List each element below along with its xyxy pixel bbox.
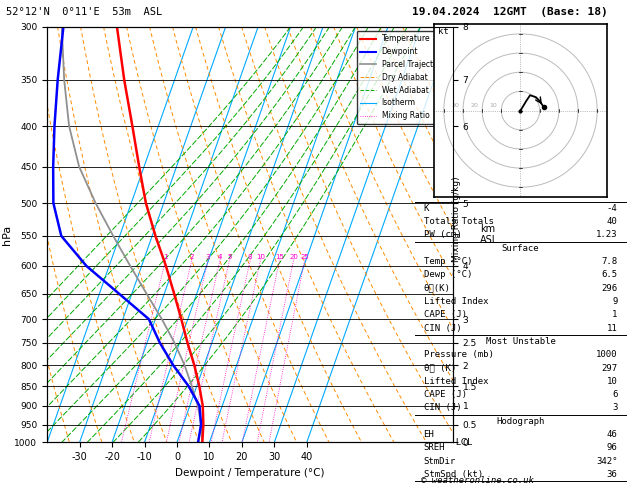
Text: 20: 20 xyxy=(289,254,298,260)
Text: 36: 36 xyxy=(607,470,618,479)
Text: Totals Totals: Totals Totals xyxy=(423,217,493,226)
Text: StmDir: StmDir xyxy=(423,457,456,466)
Text: K: K xyxy=(423,204,429,213)
Text: 10: 10 xyxy=(256,254,265,260)
Text: 25: 25 xyxy=(300,254,309,260)
Text: 30: 30 xyxy=(451,103,459,108)
Text: 4: 4 xyxy=(218,254,222,260)
Text: 6.5: 6.5 xyxy=(601,270,618,279)
Text: Most Unstable: Most Unstable xyxy=(486,337,555,346)
Text: 10: 10 xyxy=(490,103,498,108)
Text: Pressure (mb): Pressure (mb) xyxy=(423,350,493,359)
Text: 19.04.2024  12GMT  (Base: 18): 19.04.2024 12GMT (Base: 18) xyxy=(412,7,608,17)
Text: Lifted Index: Lifted Index xyxy=(423,377,488,386)
Text: 46: 46 xyxy=(607,430,618,439)
Y-axis label: hPa: hPa xyxy=(2,225,12,244)
Text: 20: 20 xyxy=(470,103,478,108)
Text: Hodograph: Hodograph xyxy=(496,417,545,426)
Text: CAPE (J): CAPE (J) xyxy=(423,310,467,319)
Text: Mixing Ratio (g/kg): Mixing Ratio (g/kg) xyxy=(452,176,460,261)
Y-axis label: km
ASL: km ASL xyxy=(480,224,498,245)
Text: kt: kt xyxy=(438,27,449,36)
Text: 8: 8 xyxy=(248,254,252,260)
Text: LCL: LCL xyxy=(453,438,472,447)
Text: 3: 3 xyxy=(612,403,618,413)
Text: CIN (J): CIN (J) xyxy=(423,324,461,332)
Text: Lifted Index: Lifted Index xyxy=(423,297,488,306)
Text: 52°12'N  0°11'E  53m  ASL: 52°12'N 0°11'E 53m ASL xyxy=(6,7,162,17)
Text: EH: EH xyxy=(423,430,434,439)
Text: 1.23: 1.23 xyxy=(596,230,618,240)
Text: 9: 9 xyxy=(612,297,618,306)
Text: Temp (°C): Temp (°C) xyxy=(423,257,472,266)
Text: 5: 5 xyxy=(227,254,231,260)
Text: 297: 297 xyxy=(601,364,618,373)
Text: StmSpd (kt): StmSpd (kt) xyxy=(423,470,482,479)
Text: Surface: Surface xyxy=(502,244,539,253)
Text: CAPE (J): CAPE (J) xyxy=(423,390,467,399)
Text: 2: 2 xyxy=(189,254,194,260)
Text: 96: 96 xyxy=(607,443,618,452)
Text: SREH: SREH xyxy=(423,443,445,452)
Text: 1000: 1000 xyxy=(596,350,618,359)
Text: 10: 10 xyxy=(607,377,618,386)
Text: © weatheronline.co.uk: © weatheronline.co.uk xyxy=(421,475,534,485)
Text: 40: 40 xyxy=(607,217,618,226)
Text: -4: -4 xyxy=(607,204,618,213)
Text: 11: 11 xyxy=(607,324,618,332)
Legend: Temperature, Dewpoint, Parcel Trajectory, Dry Adiabat, Wet Adiabat, Isotherm, Mi: Temperature, Dewpoint, Parcel Trajectory… xyxy=(357,31,449,124)
Text: 296: 296 xyxy=(601,284,618,293)
Text: 6: 6 xyxy=(612,390,618,399)
Text: θᴄ (K): θᴄ (K) xyxy=(423,364,456,373)
X-axis label: Dewpoint / Temperature (°C): Dewpoint / Temperature (°C) xyxy=(175,468,325,478)
Text: Dewp (°C): Dewp (°C) xyxy=(423,270,472,279)
Text: 15: 15 xyxy=(275,254,284,260)
Text: CIN (J): CIN (J) xyxy=(423,403,461,413)
Text: PW (cm): PW (cm) xyxy=(423,230,461,240)
Text: 3: 3 xyxy=(206,254,210,260)
Text: 342°: 342° xyxy=(596,457,618,466)
Text: θᴄ(K): θᴄ(K) xyxy=(423,284,450,293)
Text: 1: 1 xyxy=(164,254,168,260)
Text: 1: 1 xyxy=(612,310,618,319)
Text: 7.8: 7.8 xyxy=(601,257,618,266)
